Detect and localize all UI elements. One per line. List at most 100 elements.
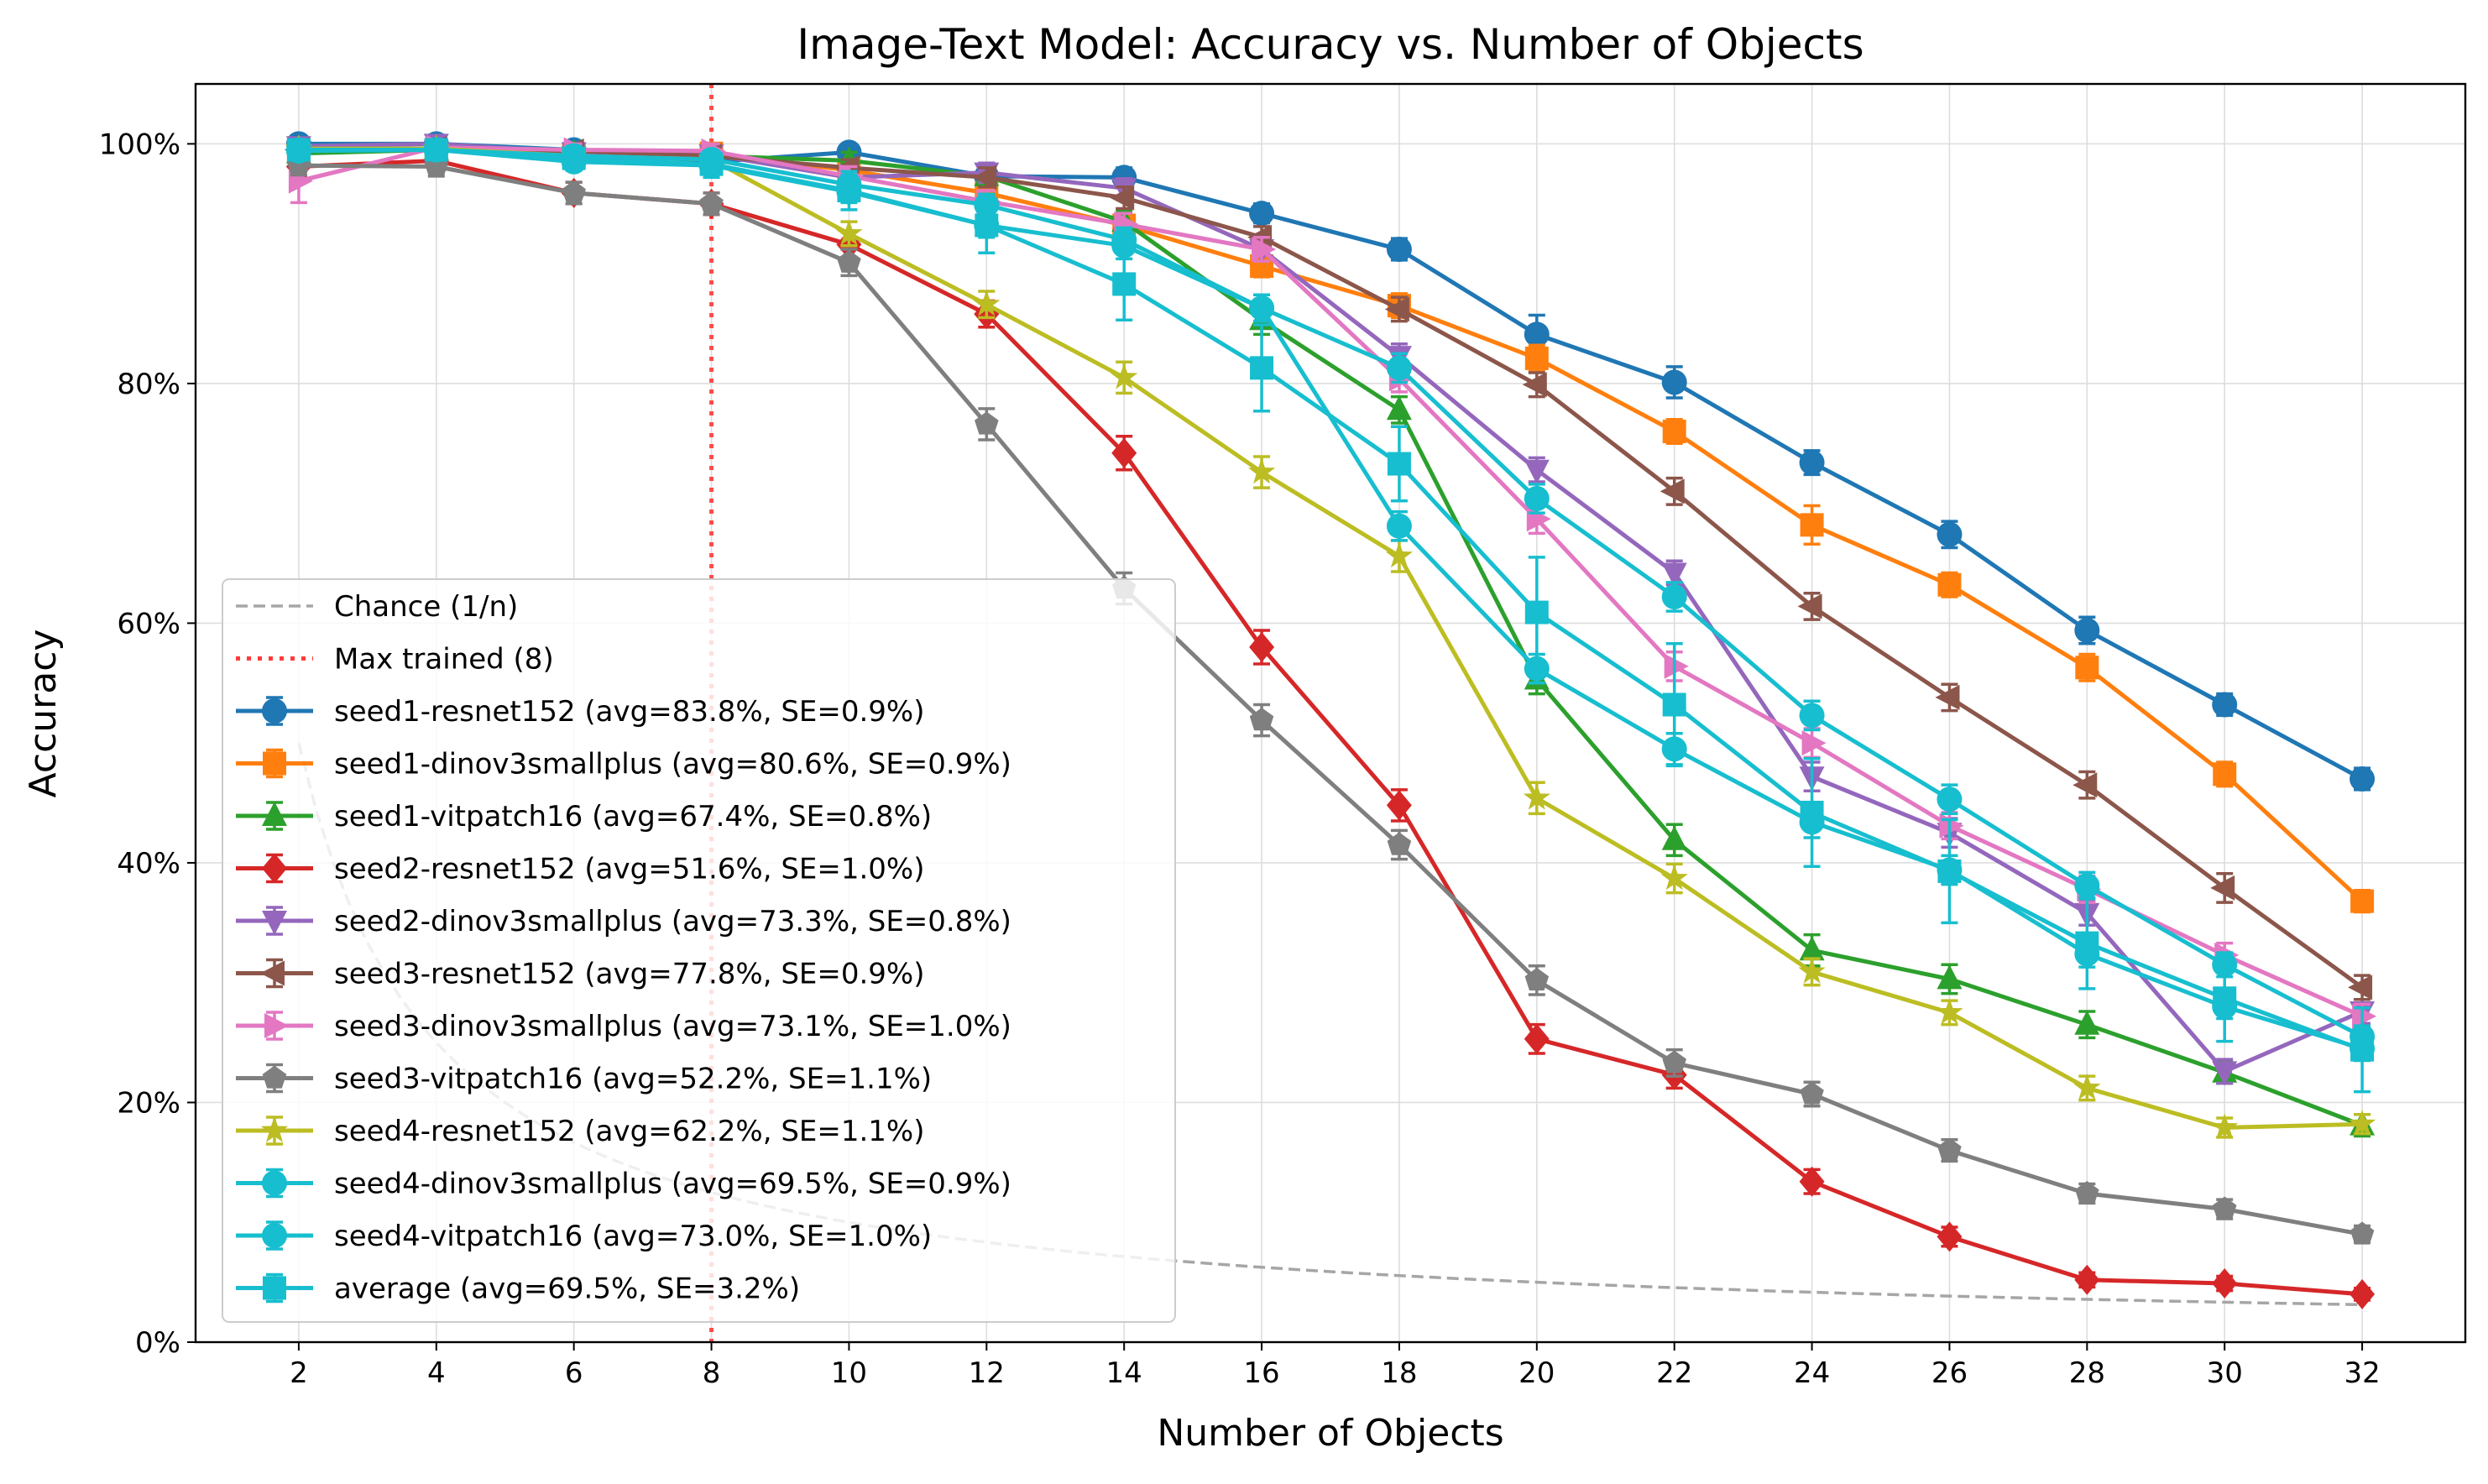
data-point (2349, 1278, 2376, 1309)
data-point (562, 180, 586, 203)
data-point (1662, 1050, 1686, 1074)
data-point (424, 138, 448, 162)
data-point (1111, 363, 1138, 389)
data-point (2348, 975, 2373, 1001)
data-point (1111, 437, 1137, 468)
legend-label-series-5: seed2-dinov3smallplus (avg=73.3%, SE=0.8… (334, 905, 1011, 938)
data-point (972, 165, 997, 191)
y-tick-label: 0% (135, 1326, 180, 1360)
data-point (2075, 1181, 2099, 1204)
data-point (1384, 296, 1409, 322)
data-point (2073, 1074, 2101, 1100)
data-point (699, 152, 724, 176)
data-point (562, 146, 586, 170)
data-point (2212, 1196, 2237, 1220)
data-point (1250, 356, 1274, 380)
data-point (1800, 800, 1824, 824)
legend: Chance (1/n) Max trained (8) seed1-resnet1… (222, 578, 1176, 1323)
data-point (1660, 864, 1688, 891)
data-point (1524, 346, 1549, 370)
data-point (975, 411, 999, 435)
data-point (2349, 766, 2376, 792)
legend-label-series-4: seed2-resnet152 (avg=51.6%, SE=1.0%) (334, 853, 925, 886)
data-point (2213, 762, 2237, 786)
data-point (837, 249, 861, 273)
data-point (1661, 562, 1687, 588)
axes: 2 4 6 8 10 12 14 16 18 20 22 24 26 28 30 320%20%40%60%8… (99, 128, 2381, 1390)
x-tick-label: 28 (2069, 1356, 2105, 1390)
data-point (2074, 1264, 2100, 1295)
data-point (2350, 1037, 2375, 1062)
data-point (1801, 730, 1827, 756)
data-point (699, 191, 724, 214)
data-point (1386, 513, 1412, 539)
data-point (837, 179, 861, 203)
data-point (2212, 1061, 2238, 1086)
data-point (1937, 572, 1962, 597)
x-axis-label: Number of Objects (1157, 1412, 1503, 1455)
x-tick-label: 6 (565, 1356, 583, 1390)
data-point (1249, 201, 1275, 227)
data-point (1524, 485, 1550, 511)
legend-label-max-trained: Max trained (8) (334, 643, 554, 677)
data-point (1937, 964, 1963, 990)
data-point (1937, 521, 1963, 547)
series-line (298, 148, 2364, 1039)
series-line (298, 163, 2363, 1236)
data-point (1937, 786, 1963, 813)
x-tick-label: 20 (1518, 1356, 1555, 1390)
data-point (1660, 478, 1685, 504)
legend-label-series-8: seed3-vitpatch16 (avg=52.2%, SE=1.1%) (334, 1063, 932, 1096)
data-point (1524, 1023, 1550, 1054)
data-point (2213, 986, 2237, 1011)
data-point (1249, 295, 1275, 321)
legend-label-series-1: seed1-resnet152 (avg=83.8%, SE=0.9%) (334, 695, 925, 729)
data-point (2349, 1221, 2375, 1245)
legend-marker (263, 751, 286, 776)
legend-marker (262, 802, 287, 826)
data-point (1252, 237, 1277, 262)
data-point (286, 138, 311, 162)
y-tick-label: 20% (117, 1086, 180, 1120)
data-point (1798, 957, 1826, 984)
data-point (2075, 656, 2099, 680)
data-point (2212, 1268, 2238, 1298)
legend-marker (264, 1013, 289, 1038)
data-point (1524, 600, 1549, 624)
data-point (1797, 593, 1822, 619)
data-point (1522, 372, 1547, 398)
data-point (2352, 1003, 2377, 1029)
y-tick-label: 100% (99, 128, 180, 161)
x-tick-label: 2 (290, 1356, 308, 1390)
data-point (1799, 450, 1825, 476)
legend-label-series-6: seed3-resnet152 (avg=77.8%, SE=0.9%) (334, 958, 925, 991)
legend-label-chance: Chance (1/n) (334, 590, 518, 624)
legend-marker (262, 853, 287, 884)
data-point (973, 290, 1001, 316)
x-tick-label: 26 (1931, 1356, 1968, 1390)
legend-label-series-10: seed4-dinov3smallplus (avg=69.5%, SE=0.9… (334, 1168, 1011, 1201)
legend-marker (262, 1170, 287, 1196)
legend-label-series-9: seed4-resnet152 (avg=62.2%, SE=1.1%) (334, 1115, 925, 1148)
data-point (1799, 1166, 1825, 1197)
x-tick-label: 12 (969, 1356, 1005, 1390)
y-tick-label: 40% (117, 847, 180, 880)
data-point (1523, 783, 1550, 810)
data-point (1111, 233, 1137, 259)
data-point (1249, 632, 1275, 662)
y-axis-label: Accuracy (22, 630, 65, 798)
data-point (1800, 1081, 1824, 1105)
data-point (1799, 703, 1825, 729)
data-point (2074, 617, 2100, 643)
data-point (1524, 459, 1550, 484)
data-point (1937, 1221, 1963, 1252)
data-point (1800, 513, 1824, 537)
x-tick-label: 18 (1381, 1356, 1417, 1390)
data-point (1662, 692, 1686, 717)
data-point (1386, 355, 1412, 381)
x-tick-label: 4 (427, 1356, 446, 1390)
legend-box (222, 578, 1176, 1323)
legend-marker (262, 1065, 287, 1089)
